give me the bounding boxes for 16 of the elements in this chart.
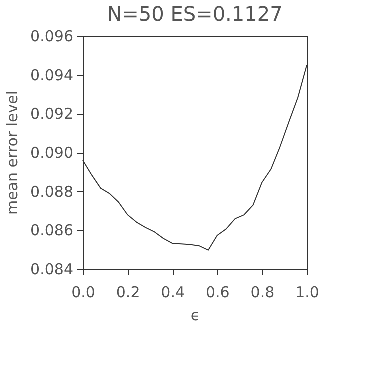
x-tick-label: 0.0 — [72, 284, 96, 302]
y-tick-label: 0.088 — [30, 182, 74, 201]
y-tick-label: 0.090 — [30, 144, 74, 162]
y-tick-label: 0.084 — [30, 260, 74, 278]
chart-title: N=50 ES=0.1127 — [107, 2, 283, 26]
x-tick-label: 0.8 — [250, 284, 275, 302]
x-tick-label: 0.2 — [116, 284, 140, 302]
x-tick-label: 0.6 — [206, 284, 230, 302]
y-tick-label: 0.092 — [30, 105, 74, 124]
y-tick-label: 0.086 — [30, 222, 74, 240]
y-tick-label: 0.096 — [30, 28, 74, 46]
x-axis-title: ϵ — [190, 306, 200, 324]
y-tick-label: 0.094 — [30, 66, 74, 84]
x-tick-label: 0.4 — [161, 284, 186, 302]
x-tick-label: 1.0 — [296, 284, 320, 302]
y-axis-title: mean error level — [4, 90, 22, 216]
